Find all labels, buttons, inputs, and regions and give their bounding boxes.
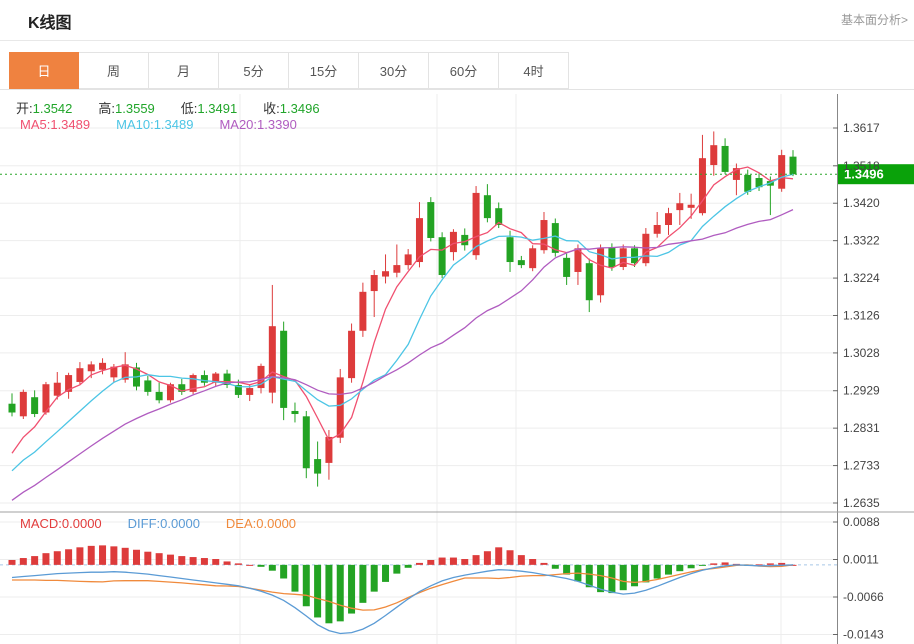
readout-label: 低: [180, 101, 198, 116]
readout-item: MACD:0.0000 [20, 516, 102, 531]
readout-item: MA5:1.3489 [20, 117, 90, 132]
readout-value: 0.0000 [160, 516, 200, 531]
readout-label: 收: [263, 101, 280, 116]
readout-label: 高: [98, 101, 116, 116]
ma-readout: MA5:1.3489 MA10:1.3489 MA20:1.3390 [20, 117, 323, 132]
readout-item: DIFF:0.0000 [128, 516, 200, 531]
axis-tick-label: 1.2635 [843, 496, 880, 510]
readout-value: 1.3390 [257, 117, 297, 132]
fundamental-analysis-link[interactable]: 基本面分析> [840, 13, 908, 27]
current-price-badge-text: 1.3496 [844, 167, 884, 182]
readout-item: MA10:1.3489 [116, 117, 193, 132]
readout-item: DEA:0.0000 [226, 516, 296, 531]
readout-label: MA5: [20, 117, 51, 132]
readout-value: 0.0000 [61, 516, 102, 531]
axis-tick-label: 1.3617 [843, 121, 880, 135]
axis-tick-label: 1.3420 [843, 196, 880, 210]
readout-label: DIFF: [127, 516, 161, 531]
readout-item: MA20:1.3390 [219, 117, 296, 132]
axis-tick-label: 1.3126 [843, 309, 880, 323]
tab-月[interactable]: 月 [149, 52, 219, 89]
readout-label: DEA: [225, 516, 257, 531]
readout-item: 低:1.3491 [181, 101, 237, 116]
readout-item: 收:1.3496 [263, 101, 319, 116]
readout-value: 1.3496 [279, 101, 320, 116]
tab-5分[interactable]: 5分 [219, 52, 289, 89]
ohlc-readout: 开:1.3542 高:1.3559 低:1.3491 收:1.3496 [16, 98, 346, 117]
readout-value: 1.3489 [153, 117, 194, 132]
axis-tick-label: 1.2929 [843, 384, 880, 398]
axis-tick-label: 1.3028 [843, 346, 880, 360]
current-price-badge [838, 164, 914, 185]
axis-tick-label: 0.0011 [843, 553, 879, 567]
readout-value: 0.0000 [256, 516, 297, 531]
macd-readout: MACD:0.0000 DIFF:0.0000 DEA:0.0000 [20, 516, 322, 531]
tab-4时[interactable]: 4时 [499, 52, 569, 89]
readout-item: 开:1.3542 [16, 101, 72, 116]
axis-tick-label: 1.2831 [843, 421, 880, 435]
page-title: K线图 [28, 15, 72, 32]
axis-tick-label: 0.0088 [843, 515, 880, 529]
readout-label: 开: [16, 101, 33, 116]
page-header: K线图 基本面分析> [0, 0, 914, 41]
axis-tick-label: -0.0143 [843, 628, 884, 642]
axis-tick-label: 1.3322 [843, 234, 880, 248]
readout-label: MACD: [20, 516, 62, 531]
period-tabs: 日周月 5分 15分 30分 60分 4时 [0, 52, 914, 90]
axis-tick-label: -0.0066 [843, 590, 884, 604]
tab-日[interactable]: 日 [9, 52, 79, 89]
readout-label: MA20: [219, 117, 258, 132]
readout-value: 1.3559 [115, 101, 155, 116]
readout-item: 高:1.3559 [98, 101, 154, 116]
readout-label: MA10: [116, 117, 154, 132]
tab-周[interactable]: 周 [79, 52, 149, 89]
readout-value: 1.3542 [32, 101, 73, 116]
axis-tick-label: 1.3518 [843, 159, 880, 173]
tab-60分[interactable]: 60分 [429, 52, 499, 89]
axis-tick-label: 1.3224 [843, 271, 880, 285]
axis-tick-label: 1.2733 [843, 459, 880, 473]
tab-30分[interactable]: 30分 [359, 52, 429, 89]
readout-value: 1.3491 [197, 101, 238, 116]
readout-value: 1.3489 [50, 117, 91, 132]
tab-15分[interactable]: 15分 [289, 52, 359, 89]
